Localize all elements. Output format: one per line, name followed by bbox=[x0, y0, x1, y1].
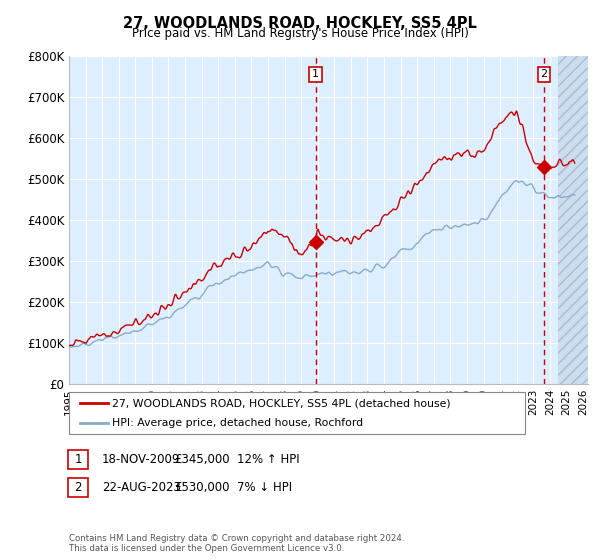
Text: £345,000: £345,000 bbox=[174, 452, 230, 466]
Text: 1: 1 bbox=[312, 69, 319, 80]
Text: 27, WOODLANDS ROAD, HOCKLEY, SS5 4PL (detached house): 27, WOODLANDS ROAD, HOCKLEY, SS5 4PL (de… bbox=[112, 398, 451, 408]
Text: 1: 1 bbox=[74, 452, 82, 466]
Text: Price paid vs. HM Land Registry's House Price Index (HPI): Price paid vs. HM Land Registry's House … bbox=[131, 27, 469, 40]
Text: 7% ↓ HPI: 7% ↓ HPI bbox=[237, 480, 292, 494]
Text: 2: 2 bbox=[541, 69, 547, 80]
Text: HPI: Average price, detached house, Rochford: HPI: Average price, detached house, Roch… bbox=[112, 418, 364, 428]
Text: Contains HM Land Registry data © Crown copyright and database right 2024.
This d: Contains HM Land Registry data © Crown c… bbox=[69, 534, 404, 553]
Text: 18-NOV-2009: 18-NOV-2009 bbox=[102, 452, 181, 466]
Text: £530,000: £530,000 bbox=[174, 480, 230, 494]
Text: 22-AUG-2023: 22-AUG-2023 bbox=[102, 480, 181, 494]
Text: 12% ↑ HPI: 12% ↑ HPI bbox=[237, 452, 299, 466]
Text: 2: 2 bbox=[74, 480, 82, 494]
Bar bbox=[558, 56, 588, 384]
Text: 27, WOODLANDS ROAD, HOCKLEY, SS5 4PL: 27, WOODLANDS ROAD, HOCKLEY, SS5 4PL bbox=[123, 16, 477, 31]
